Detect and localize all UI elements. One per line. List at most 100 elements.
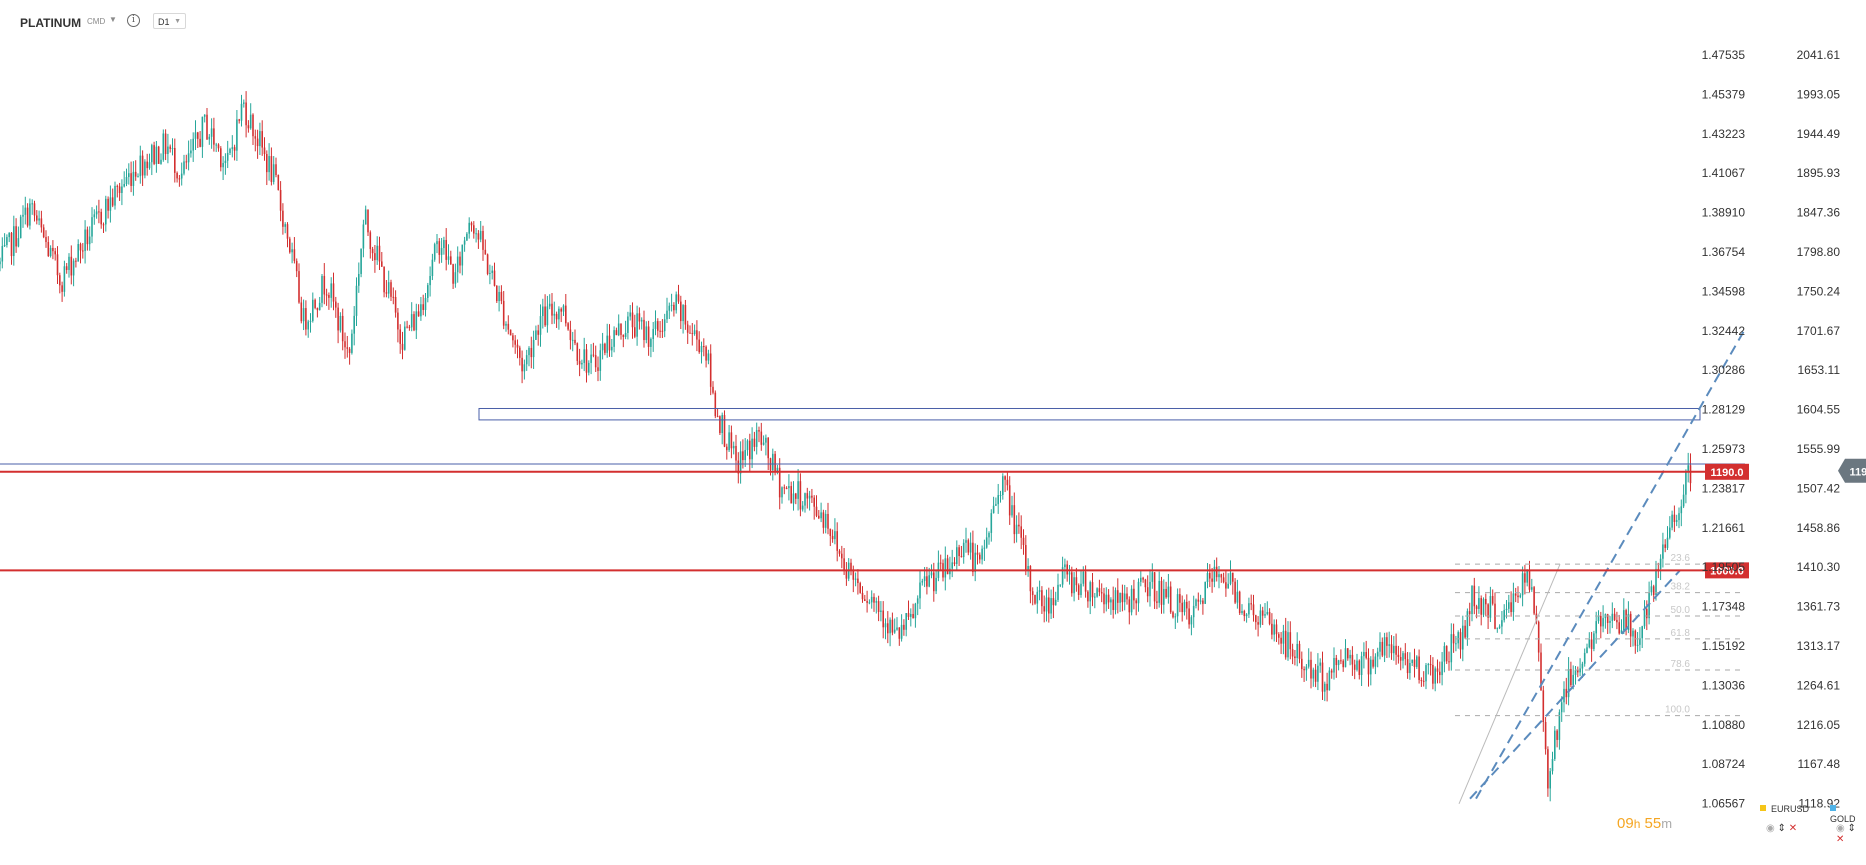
candle	[1563, 688, 1565, 703]
candle	[893, 629, 896, 633]
candle	[567, 323, 569, 330]
candle	[880, 610, 882, 612]
candle	[919, 582, 921, 599]
eye-icon[interactable]: ◉	[1836, 823, 1845, 834]
candle	[1100, 592, 1103, 594]
candle	[1135, 600, 1137, 604]
candle	[438, 241, 441, 255]
candle	[1167, 586, 1170, 598]
y-tick-label: 1653.11	[1798, 363, 1841, 377]
y-tick-label: 1.36754	[1702, 245, 1746, 259]
candle	[716, 416, 719, 418]
legend-controls[interactable]: ◉ ⇕ ✕	[1766, 823, 1797, 834]
candle	[1114, 590, 1117, 611]
candle	[353, 315, 355, 334]
candle	[1344, 648, 1347, 668]
symbol-name[interactable]: PLATINUM	[20, 16, 82, 30]
candle	[243, 102, 245, 104]
candle	[399, 329, 401, 344]
legend-item[interactable]: EURUSD	[1760, 804, 1809, 814]
candle	[703, 346, 705, 348]
candle	[238, 119, 240, 121]
candle	[1652, 586, 1655, 596]
candle	[696, 330, 698, 340]
fib-label: 50.0	[1671, 605, 1691, 616]
candle	[1370, 659, 1372, 675]
candle	[157, 146, 160, 164]
candle	[1273, 624, 1275, 635]
candle	[1595, 621, 1597, 634]
candle	[185, 161, 188, 163]
close-icon[interactable]: ✕	[1836, 834, 1845, 845]
candle	[171, 148, 174, 150]
candle	[753, 438, 756, 447]
candle	[560, 308, 562, 312]
candle	[479, 230, 482, 240]
sort-icon[interactable]: ⇕	[1777, 823, 1786, 834]
timeframe-select[interactable]: D1 ▼	[153, 13, 186, 29]
candle	[958, 547, 960, 557]
candle	[1169, 586, 1172, 613]
info-icon[interactable]: i	[127, 14, 140, 27]
candle	[882, 610, 884, 628]
candle	[109, 197, 112, 211]
candle	[785, 487, 788, 489]
eye-icon[interactable]: ◉	[1766, 823, 1775, 834]
candle	[1031, 591, 1034, 596]
close-icon[interactable]: ✕	[1788, 823, 1798, 834]
candle	[3, 245, 6, 247]
candle	[521, 357, 523, 372]
legend-item[interactable]: GOLD	[1830, 804, 1866, 824]
candle	[1110, 599, 1112, 603]
candle	[910, 613, 912, 617]
candle	[1478, 598, 1480, 609]
candle	[98, 211, 100, 213]
candle	[422, 304, 424, 310]
candle	[240, 103, 243, 121]
candle	[1172, 612, 1174, 618]
candle	[1432, 664, 1434, 684]
candle	[553, 313, 556, 316]
candle	[40, 218, 43, 228]
candle	[42, 227, 45, 238]
candle	[1335, 657, 1338, 666]
y-tick-label: 1.21661	[1702, 521, 1746, 535]
candle	[387, 282, 390, 294]
candle	[1583, 652, 1586, 664]
candle	[680, 301, 682, 322]
candle	[898, 627, 901, 639]
candle	[946, 558, 949, 575]
candle	[164, 133, 167, 155]
candle	[822, 512, 825, 528]
candle	[1080, 583, 1082, 595]
candle	[1687, 465, 1689, 471]
channel-bottom	[1469, 569, 1681, 800]
candle	[1524, 573, 1526, 583]
candle	[1655, 568, 1657, 596]
sort-icon[interactable]: ⇕	[1847, 823, 1856, 834]
candle	[1360, 656, 1363, 675]
legend-controls[interactable]: ◉ ⇕ ✕	[1836, 823, 1866, 845]
candle	[1422, 680, 1425, 682]
candle	[1261, 610, 1264, 616]
candle	[314, 299, 316, 308]
candle	[926, 576, 928, 587]
symbol-dropdown-icon[interactable]: ▼	[109, 15, 117, 24]
candle	[1540, 652, 1542, 691]
candle	[1156, 601, 1158, 603]
fib-anchor	[1458, 563, 1561, 805]
candle	[1450, 634, 1453, 663]
candle	[374, 253, 376, 261]
candle	[1025, 544, 1027, 571]
candle	[302, 308, 305, 322]
drawings[interactable]: 23.6 38.2 50.0 61.8 78.6 100.0 1190.0 1000.0	[0, 328, 1749, 805]
price-axes: 1.47535 1.45379 1.43223 1.41067 1.38910 1.367…	[1702, 48, 1866, 811]
candle	[1179, 594, 1181, 603]
candle	[1, 246, 4, 262]
candle	[1572, 674, 1574, 686]
candle	[721, 415, 723, 434]
candle	[137, 176, 139, 178]
candle	[834, 531, 836, 540]
candle	[1443, 646, 1446, 662]
